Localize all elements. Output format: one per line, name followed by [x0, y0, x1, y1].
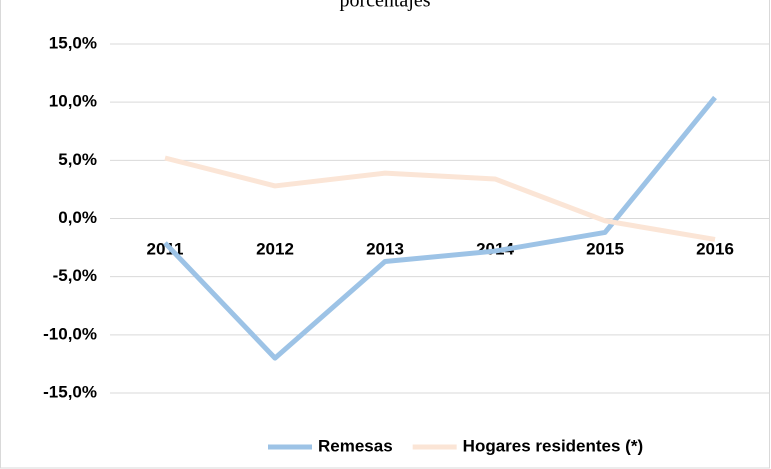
series-line: [163, 95, 717, 361]
y-tick-label: 0,0%: [58, 208, 97, 227]
y-tick-label: 15,0%: [49, 33, 97, 52]
legend-label: Remesas: [318, 436, 393, 455]
x-tick-label: 2015: [586, 239, 624, 258]
y-tick-label: -5,0%: [53, 266, 97, 285]
y-tick-label: 10,0%: [49, 92, 97, 111]
y-tick-label: 5,0%: [58, 150, 97, 169]
x-tick-label: 2013: [366, 239, 404, 258]
legend-label: Hogares residentes (*): [463, 436, 643, 455]
x-tick-label: 2016: [696, 239, 734, 258]
x-tick-label: 2012: [256, 239, 294, 258]
chart-title: porcentajes: [339, 0, 430, 12]
y-tick-label: -10,0%: [43, 324, 97, 343]
y-tick-label: -15,0%: [43, 382, 97, 401]
series-line: [164, 155, 716, 242]
